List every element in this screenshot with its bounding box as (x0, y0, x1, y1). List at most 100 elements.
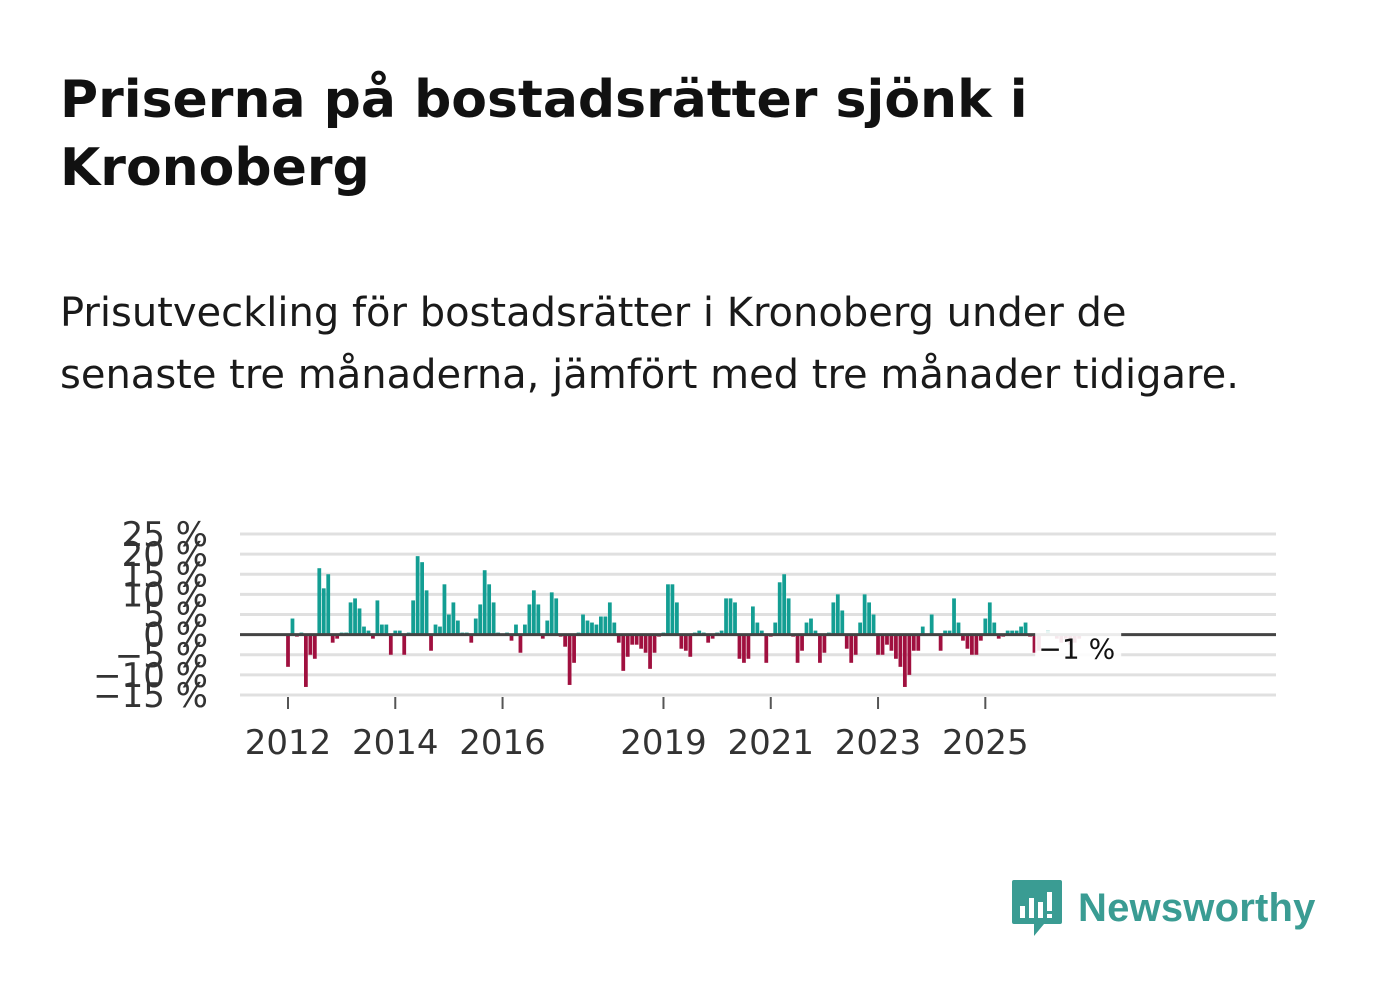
bar (312, 634, 317, 659)
bar (822, 634, 827, 653)
bar (554, 598, 559, 635)
bar (621, 634, 626, 671)
y-tick-label: 10 % (122, 575, 208, 615)
bar (599, 616, 603, 635)
bar (393, 630, 398, 635)
bar (523, 624, 527, 635)
bar (308, 634, 313, 655)
bar (384, 624, 389, 635)
bar (478, 604, 483, 635)
bar (482, 570, 487, 635)
bar (871, 614, 876, 635)
y-tick-label: −15 % (93, 676, 208, 716)
bar (415, 556, 420, 635)
bar (818, 634, 822, 663)
bar (509, 634, 514, 641)
bar (545, 620, 550, 635)
bar (1032, 634, 1037, 653)
bar-chart: 25 %20 %15 %10 %5 %0 %−5 %−10 %−15 % 201… (93, 515, 1276, 763)
bar (920, 626, 925, 635)
bar (710, 634, 715, 639)
x-tick-label: 2021 (727, 723, 814, 763)
bar (983, 618, 988, 635)
bar (974, 634, 979, 655)
bar (616, 634, 621, 643)
bar (679, 634, 684, 649)
bar (643, 634, 648, 653)
bar (648, 634, 652, 669)
bar (751, 606, 755, 635)
newsworthy-logo: Newsworthy (1010, 878, 1316, 938)
bar (1005, 630, 1010, 635)
bar (970, 634, 974, 655)
chart-title: Priserna på bostadsrätter sjönk i Kronob… (60, 70, 1028, 198)
bar (594, 624, 599, 635)
x-tick-label: 2014 (352, 723, 439, 763)
y-tick-label: 0 % (143, 616, 208, 656)
bar (572, 634, 576, 663)
bar (335, 634, 340, 639)
bar (737, 634, 742, 659)
y-tick-label: 5 % (143, 596, 208, 636)
bar (411, 600, 416, 635)
bar (630, 634, 635, 645)
bar (442, 584, 447, 635)
bar (429, 634, 433, 651)
bar (800, 634, 804, 651)
bar (777, 582, 782, 635)
x-tick-label: 2019 (620, 723, 707, 763)
bar (397, 630, 402, 635)
bar (491, 602, 496, 635)
bar (652, 634, 657, 653)
bar (670, 584, 675, 635)
bar (366, 630, 371, 635)
bar (1010, 630, 1015, 635)
bar (996, 634, 1001, 639)
bar (894, 634, 898, 659)
bar (746, 634, 751, 659)
bar (916, 634, 921, 651)
bar (581, 614, 585, 635)
bar (706, 634, 711, 643)
last-value-annotation: −1 % (1038, 633, 1115, 666)
x-tick-label: 2016 (459, 723, 546, 763)
bar (424, 590, 429, 635)
bar (724, 598, 728, 635)
brand-name: Newsworthy (1078, 885, 1316, 930)
bar (853, 634, 858, 655)
bar (371, 634, 375, 639)
bar (527, 604, 532, 635)
bar (514, 624, 518, 635)
bar (473, 618, 478, 635)
bar (938, 634, 943, 651)
bar (567, 634, 572, 685)
bar (625, 634, 630, 657)
bar (804, 622, 809, 635)
bar (536, 604, 541, 635)
bar (992, 622, 997, 635)
y-tick-label: 25 % (122, 515, 208, 555)
bar (831, 602, 836, 635)
bar (585, 620, 590, 635)
bar (451, 602, 456, 635)
bar (862, 594, 867, 635)
bar (469, 634, 474, 643)
bar (326, 574, 331, 635)
bar (867, 602, 871, 635)
x-axis: 2012 2014 2016 2019 2021 2023 2025 (245, 697, 1029, 763)
chart-subtitle: Prisutveckling för bostadsrätter i Krono… (60, 290, 1239, 398)
bar (518, 634, 523, 653)
bar (961, 634, 965, 641)
bar (286, 634, 290, 667)
bar (1023, 622, 1028, 635)
bar (943, 630, 947, 635)
bar (782, 574, 787, 635)
bar (348, 602, 353, 635)
bar (330, 634, 335, 643)
bar (885, 634, 889, 645)
bar (880, 634, 885, 655)
bar (590, 622, 594, 635)
bar (902, 634, 907, 687)
bar (438, 626, 442, 635)
bar (388, 634, 393, 655)
